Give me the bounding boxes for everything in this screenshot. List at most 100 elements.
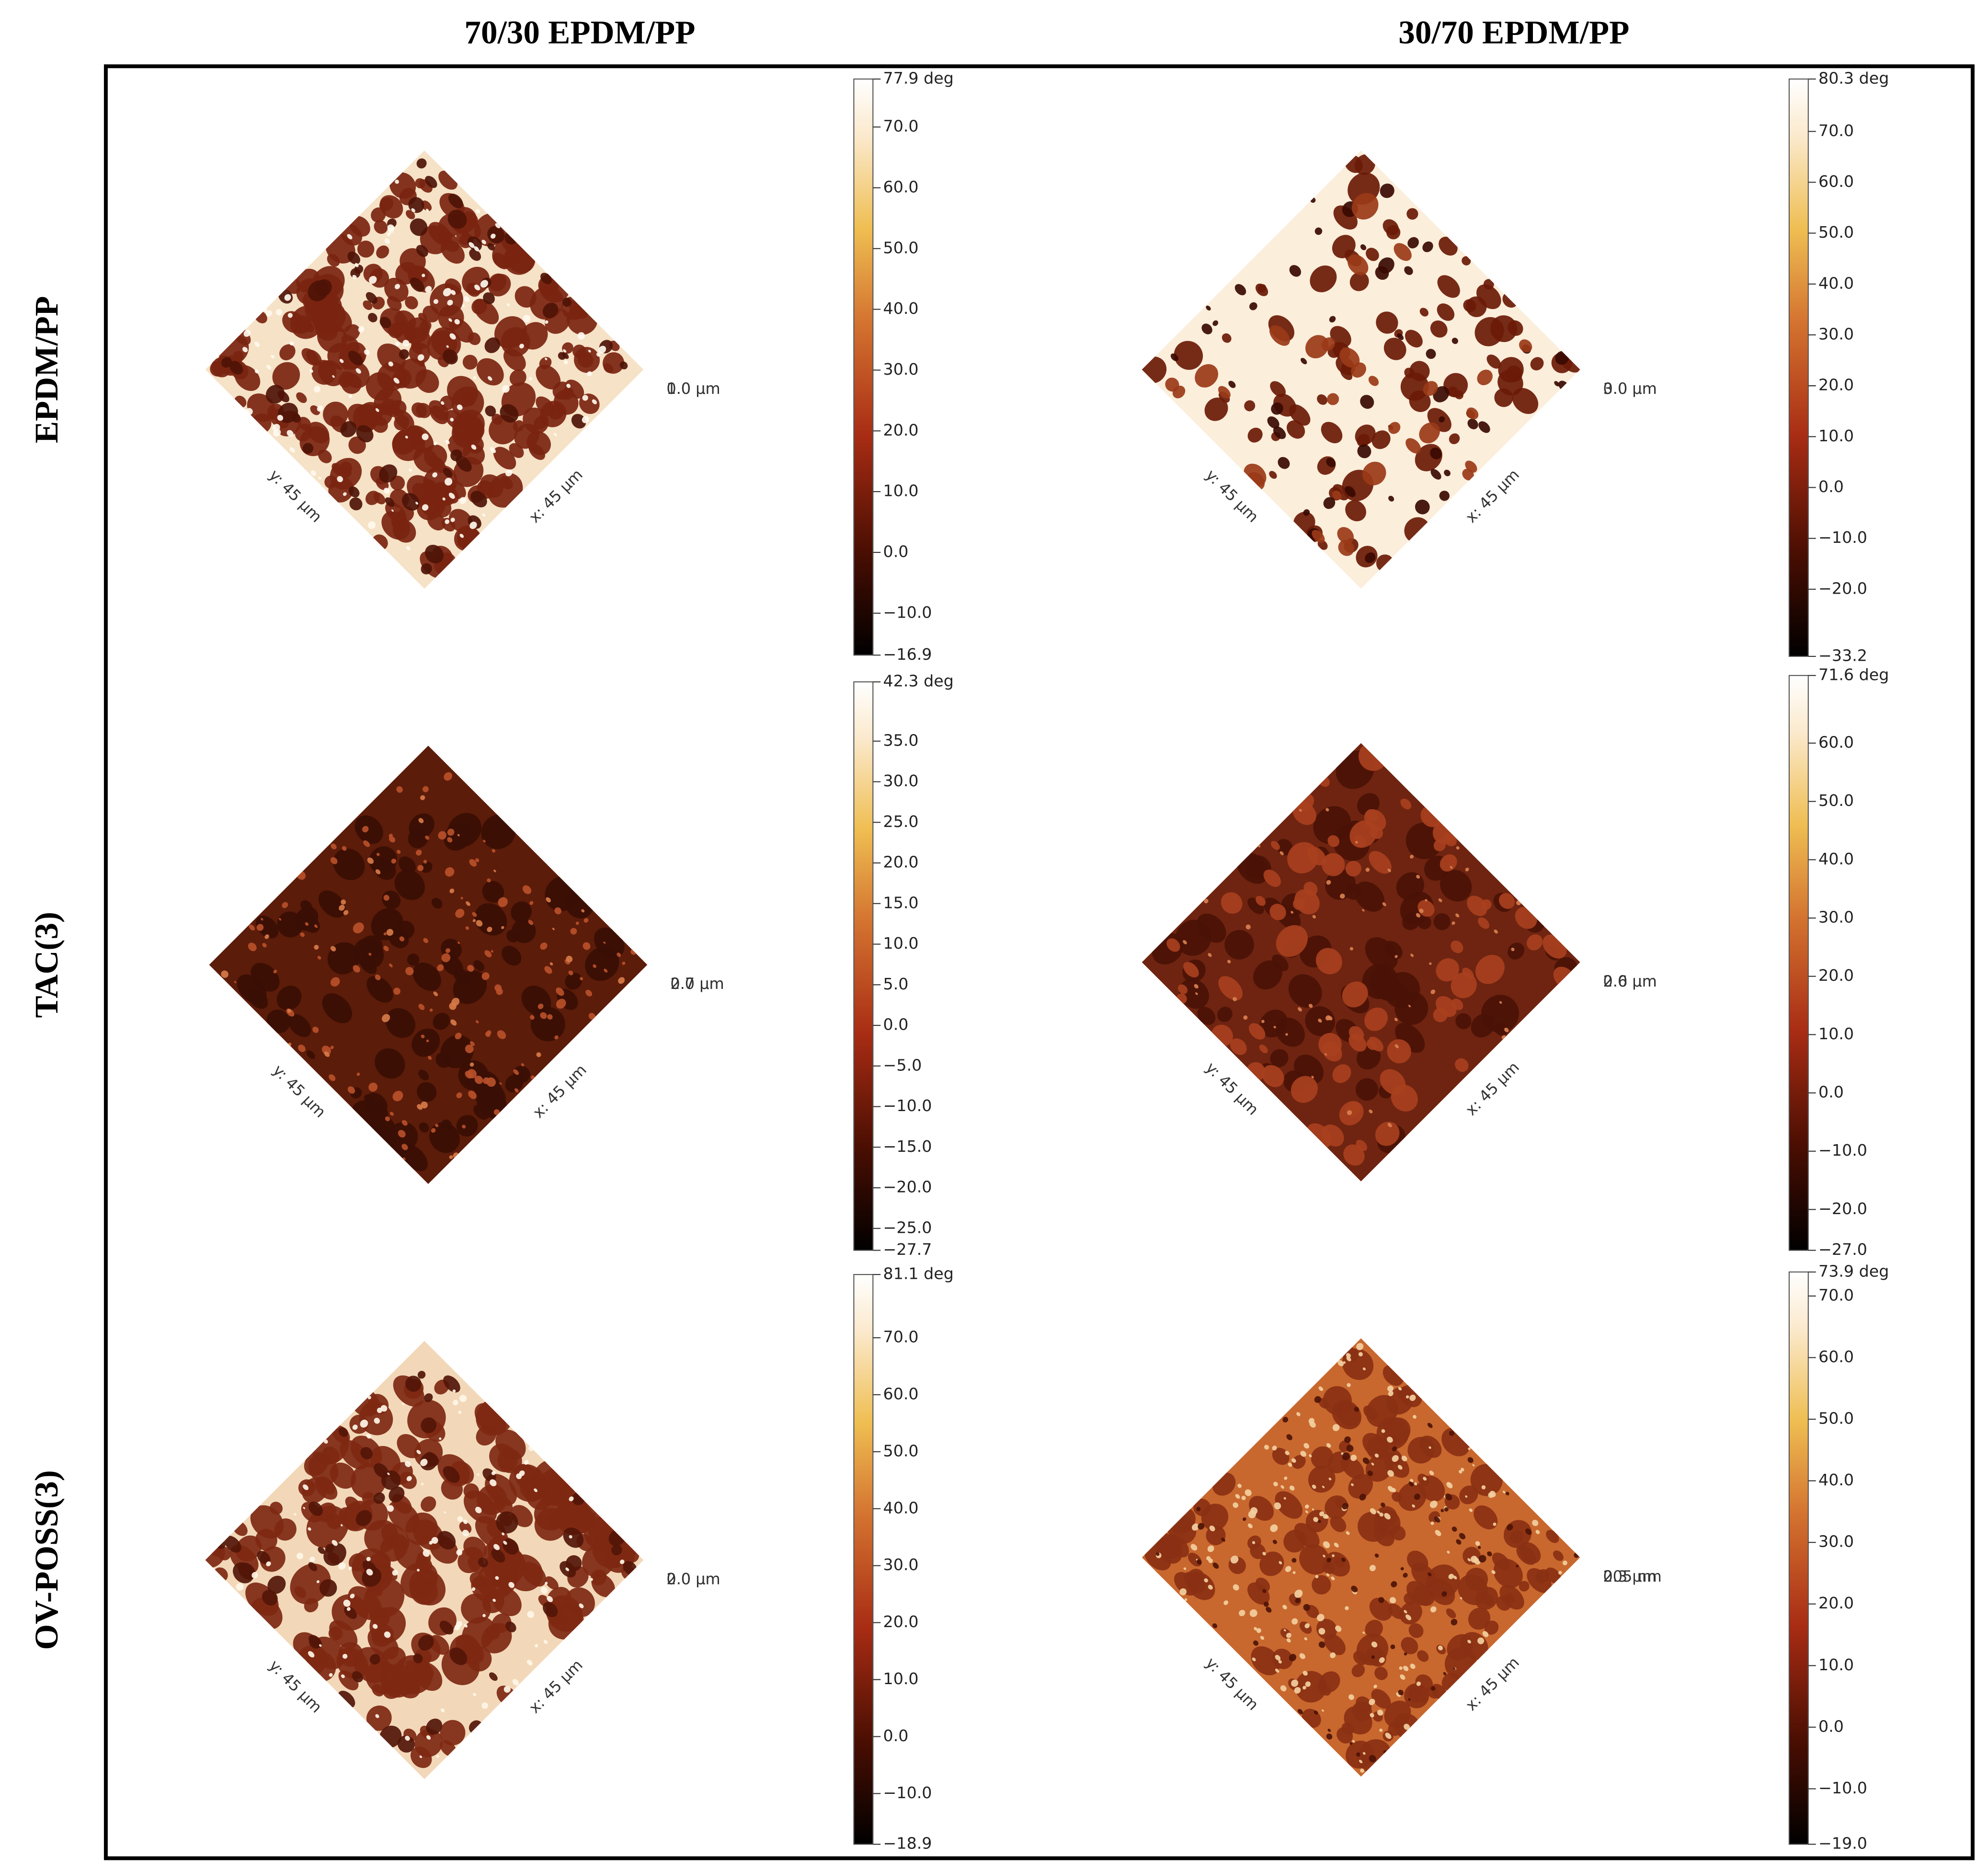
afm-domain (457, 1516, 463, 1522)
afm-domain (1209, 1526, 1215, 1531)
afm-domain (1212, 1562, 1219, 1569)
afm-domain (1212, 1623, 1218, 1629)
afm-domain (416, 158, 427, 169)
afm-domain (1296, 1412, 1301, 1416)
afm-domain (536, 1052, 541, 1057)
afm-domain (521, 1063, 525, 1067)
afm-domain (327, 253, 340, 267)
afm-domain (1166, 938, 1180, 952)
afm-domain (446, 345, 449, 348)
afm-domain (469, 859, 477, 867)
afm-domain (1356, 1343, 1364, 1351)
afm-domain (1197, 913, 1226, 943)
afm-domain (1315, 948, 1342, 975)
afm-domain (1291, 1679, 1299, 1687)
afm-domain (441, 953, 451, 963)
afm-domain (356, 425, 374, 443)
afm-domain (491, 950, 493, 953)
colorbar-tick-label: 0.0 (883, 1726, 909, 1745)
afm-domain (450, 449, 463, 461)
afm-domain (1455, 1013, 1472, 1029)
afm-domain (1255, 283, 1268, 297)
afm-domain (1381, 1503, 1385, 1507)
afm-domain (1392, 1455, 1399, 1462)
afm-domain (409, 813, 434, 839)
afm-domain (1419, 308, 1428, 317)
afm-domain (1318, 1628, 1325, 1635)
afm-domain (534, 1488, 537, 1492)
afm-domain (1506, 1492, 1509, 1496)
afm-domain (460, 897, 463, 900)
afm-domain (447, 209, 467, 229)
afm-domain (474, 1080, 506, 1112)
afm-domain (581, 909, 585, 913)
afm-domain (1207, 1545, 1214, 1552)
afm-domain (1239, 1609, 1245, 1617)
colorbar (853, 78, 874, 656)
afm-domain (1374, 1553, 1379, 1558)
afm-domain (340, 421, 357, 437)
afm-domain (405, 1376, 422, 1392)
afm-domain (238, 1562, 256, 1580)
afm-domain (1423, 381, 1438, 396)
afm-domain (421, 1034, 425, 1039)
afm-domain (445, 948, 451, 953)
afm-domain (1234, 284, 1246, 296)
afm-domain (474, 903, 507, 936)
afm-domain (1404, 1683, 1429, 1709)
afm-domain (1451, 1618, 1458, 1626)
afm-domain (1198, 1523, 1205, 1530)
afm-domain (1446, 1608, 1456, 1618)
afm-domain (1429, 1470, 1434, 1476)
afm-texture (1142, 743, 1580, 1182)
colorbar-tick-label: 30.0 (1818, 1532, 1854, 1551)
afm-domain (1212, 320, 1219, 326)
afm-domain (487, 878, 491, 883)
afm-domain (422, 274, 425, 277)
afm-domain (1405, 1614, 1412, 1620)
afm-domain (339, 359, 344, 363)
afm-domain (1465, 1567, 1488, 1591)
colorbar-tick-label: 20.0 (883, 853, 919, 872)
afm-domain (437, 964, 444, 971)
colorbar (1788, 78, 1809, 657)
afm-domain (1252, 1657, 1256, 1662)
colorbar (853, 681, 874, 1251)
afm-domain (256, 924, 264, 931)
afm-domain (355, 368, 361, 374)
afm-domain (1526, 934, 1543, 951)
afm-domain (406, 210, 415, 219)
afm-domain (1370, 1508, 1376, 1515)
afm-domain (416, 1450, 421, 1455)
afm-domain (1434, 1516, 1440, 1523)
afm-domain (1315, 1575, 1319, 1579)
afm-domain (1358, 1512, 1388, 1542)
afm-domain (1330, 1516, 1347, 1532)
afm-domain (509, 369, 526, 386)
afm-domain (1423, 1477, 1427, 1481)
afm-domain (1502, 1491, 1506, 1493)
afm-domain (1354, 1407, 1360, 1412)
afm-domain (410, 277, 424, 292)
z-label: 3.0 µm (1603, 379, 1657, 398)
afm-domain (1478, 421, 1490, 433)
afm-domain (233, 351, 244, 362)
afm-domain (1459, 1485, 1478, 1504)
afm-domain (490, 447, 496, 453)
afm-domain (383, 946, 389, 952)
afm-domain (1288, 974, 1322, 1008)
afm-domain (256, 916, 279, 939)
afm-domain (1406, 208, 1418, 220)
afm-domain (1451, 1527, 1457, 1532)
afm-domain (1204, 397, 1228, 421)
afm-domain (1291, 1455, 1306, 1469)
afm-domain (1221, 892, 1243, 914)
afm-domain (1468, 1447, 1471, 1450)
afm-domain (1345, 486, 1356, 497)
afm-domain (1481, 1593, 1494, 1606)
afm-domain (277, 414, 284, 421)
afm-domain (385, 1116, 390, 1122)
afm-domain (421, 1417, 437, 1434)
afm-domain (1475, 1541, 1480, 1546)
